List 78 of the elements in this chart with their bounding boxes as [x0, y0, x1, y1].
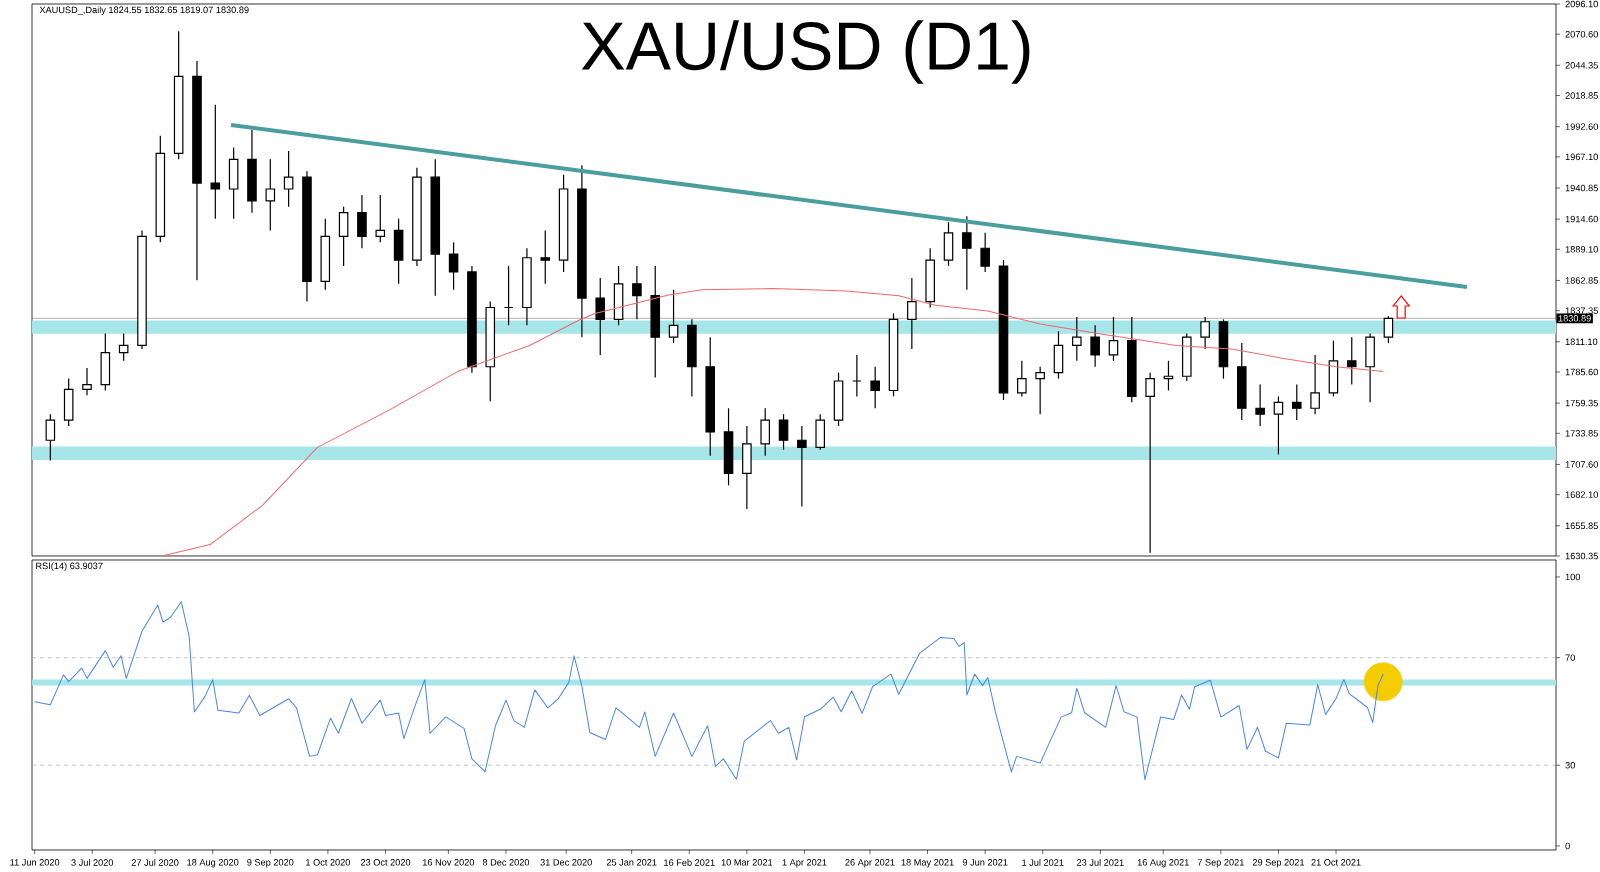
y-tick-label: 1759.35: [1565, 399, 1598, 407]
candlestick: [1090, 324, 1100, 368]
candlestick: [595, 277, 606, 356]
y-tick-label: 1630.35: [1565, 552, 1598, 560]
y-tick-label: 1940.85: [1565, 184, 1598, 192]
y-tick-label: 1682.10: [1565, 491, 1598, 498]
y-tick-label: 1889.10: [1565, 246, 1598, 253]
candlestick: [210, 104, 221, 220]
y-tick-label: 30: [1565, 761, 1575, 769]
candlestick: [357, 194, 367, 249]
y-tick-label: 1914.60: [1565, 215, 1598, 223]
y-tick-label: 1785.60: [1565, 368, 1598, 376]
y-tick-label: 1707.60: [1565, 461, 1598, 468]
candlestick: [1255, 383, 1265, 427]
candlestick: [1200, 316, 1210, 350]
candlestick: [1365, 332, 1375, 403]
annotation: XAUUSD_,Daily 1824.55 1832.65 1819.07 1830.89: [39, 6, 249, 15]
candlestick: [522, 247, 532, 326]
candlestick: [632, 265, 642, 320]
x-tick-label: 1 Jul 2021: [1022, 859, 1064, 866]
x-tick-label: 11 Jun 2020: [10, 859, 60, 866]
x-tick-label: 8 Dec 2020: [482, 859, 530, 866]
y-tick-label: 1733.85: [1565, 430, 1598, 437]
x-tick-label: 21 Oct 2021: [1311, 859, 1361, 866]
y-tick-label: 1967.10: [1565, 153, 1598, 161]
candlestick: [192, 60, 202, 281]
x-tick-label: 9 Sep 2020: [247, 859, 294, 868]
x-tick-label: 23 Jul 2021: [1077, 859, 1124, 866]
x-tick-label: 31 Dec 2020: [540, 859, 592, 866]
x-tick-label: 9 Jun 2021: [962, 859, 1008, 866]
x-tick-label: 16 Nov 2020: [422, 859, 475, 866]
ref-line-label: 1830.89: [1558, 315, 1591, 322]
candlestick: [540, 229, 551, 285]
chart-title: XAU/USD (D1): [581, 20, 1030, 84]
candlestick: [797, 425, 807, 508]
annotation: RSI(14) 63.9037: [36, 562, 103, 571]
x-tick-label: 7 Sep 2021: [1197, 859, 1244, 868]
candlestick: [302, 170, 312, 303]
candlestick: [1145, 372, 1155, 554]
x-tick-label: 27 Jul 2020: [131, 859, 179, 866]
candlestick: [247, 129, 257, 214]
line-series: [162, 288, 1384, 557]
candlestick: [412, 167, 422, 267]
candlestick: [687, 318, 697, 397]
candlestick: [907, 277, 917, 350]
candlestick: [137, 229, 147, 350]
y-tick-label: 1837.35: [1565, 307, 1598, 314]
y-tick-label: 2044.35: [1565, 62, 1598, 69]
x-tick-label: 26 Apr 2021: [845, 859, 895, 868]
y-tick-label: 0: [1565, 842, 1570, 850]
candlestick: [82, 367, 92, 396]
y-tick-label: 2096.10: [1565, 0, 1598, 8]
candlestick: [467, 265, 477, 374]
candlestick: [265, 158, 276, 232]
candlestick: [650, 265, 661, 379]
candlestick: [577, 164, 587, 338]
x-tick-label: 25 Jan 2021: [606, 859, 657, 866]
candlestick: [742, 425, 752, 510]
x-tick-label: 16 Feb 2021: [664, 859, 715, 866]
x-tick-label: 23 Oct 2020: [360, 859, 411, 866]
y-tick-label: 70: [1565, 654, 1575, 661]
x-tick-label: 16 Aug 2021: [1137, 859, 1189, 868]
y-tick-label: 2070.60: [1565, 30, 1598, 38]
x-tick-label: 18 May 2021: [901, 859, 954, 868]
x-tick-label: 10 Mar 2021: [721, 859, 773, 866]
y-tick-label: 1655.85: [1565, 522, 1598, 530]
x-tick-label: 29 Sep 2021: [1252, 859, 1305, 868]
x-tick-label: 18 Aug 2020: [187, 859, 239, 868]
y-tick-label: 2018.85: [1565, 92, 1598, 99]
y-tick-label: 1992.60: [1565, 123, 1598, 130]
y-tick-label: 1811.10: [1565, 338, 1598, 346]
y-tick-label: 1862.85: [1565, 277, 1598, 284]
x-tick-label: 1 Apr 2021: [782, 859, 827, 868]
candlestick: [1310, 354, 1320, 415]
y-tick-label: 100: [1565, 573, 1581, 581]
x-tick-label: 1 Oct 2020: [306, 859, 351, 866]
candlestick: [705, 336, 716, 457]
x-tick-label: 3 Jul 2020: [71, 859, 114, 866]
